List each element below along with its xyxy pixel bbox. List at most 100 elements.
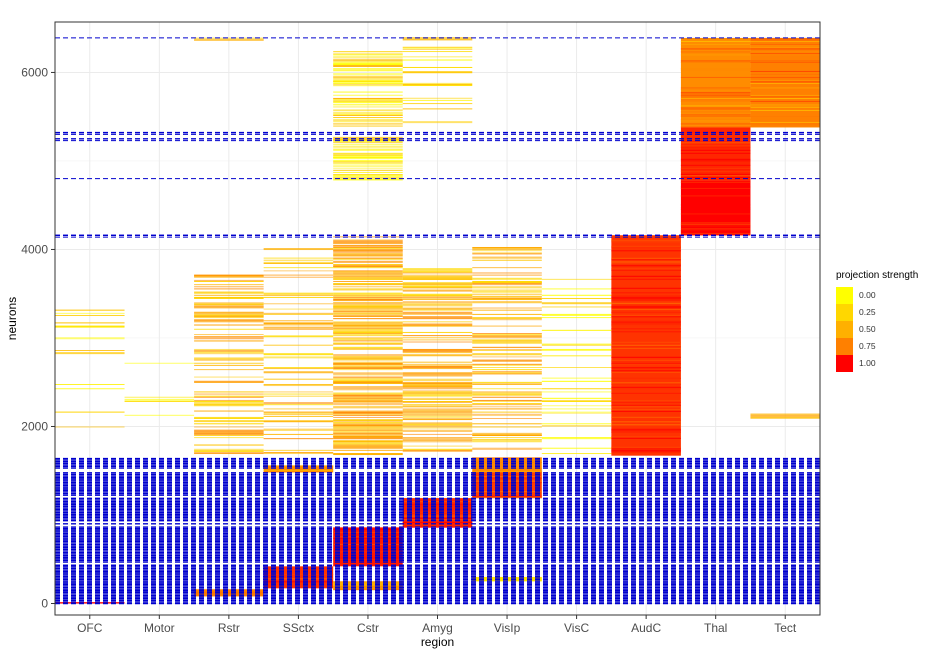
heatmap-stripe bbox=[750, 94, 820, 96]
heatmap-line bbox=[402, 108, 473, 110]
heatmap-line bbox=[541, 412, 612, 414]
heatmap-line bbox=[263, 326, 334, 329]
heatmap-stripe bbox=[680, 108, 751, 110]
heatmap-line bbox=[541, 297, 612, 299]
heatmap-line bbox=[402, 373, 473, 375]
legend-label: 0.00 bbox=[859, 290, 876, 300]
heatmap-line bbox=[333, 114, 403, 116]
heatmap-line bbox=[194, 400, 264, 402]
heatmap-line bbox=[541, 397, 612, 399]
x-tick-label: Amyg bbox=[422, 621, 453, 635]
heatmap-line bbox=[333, 411, 403, 414]
heatmap-line bbox=[333, 73, 403, 75]
heatmap-line bbox=[263, 313, 334, 315]
heatmap-line bbox=[333, 423, 403, 425]
heatmap-line bbox=[194, 364, 264, 366]
heatmap-line bbox=[402, 269, 473, 271]
heatmap-line bbox=[263, 413, 334, 415]
heatmap-line bbox=[472, 423, 542, 425]
heatmap-line bbox=[333, 76, 403, 78]
heatmap-stripe bbox=[680, 167, 751, 169]
heatmap-stripe bbox=[611, 296, 681, 298]
heatmap-line bbox=[333, 389, 403, 391]
heatmap-line bbox=[333, 94, 403, 96]
heatmap-stripe bbox=[680, 54, 751, 56]
heatmap-stripe bbox=[680, 228, 751, 230]
x-tick-label: VisIp bbox=[494, 621, 521, 635]
heatmap-line bbox=[472, 313, 542, 315]
heatmap-line bbox=[194, 284, 264, 286]
heatmap-line bbox=[333, 410, 403, 412]
heatmap-stripe bbox=[611, 431, 681, 433]
heatmap-line bbox=[333, 271, 403, 273]
heatmap-line bbox=[402, 405, 473, 408]
heatmap-line bbox=[194, 450, 264, 452]
legend-label: 0.75 bbox=[859, 341, 876, 351]
heatmap-stripe bbox=[402, 522, 473, 524]
heatmap-line bbox=[333, 311, 403, 313]
heatmap-line bbox=[194, 348, 264, 350]
heatmap-line bbox=[333, 252, 403, 254]
heatmap-line bbox=[402, 271, 473, 273]
heatmap-line bbox=[263, 353, 334, 356]
heatmap-line bbox=[55, 312, 125, 314]
heatmap-stripe bbox=[680, 232, 751, 234]
heatmap-stripe bbox=[680, 48, 751, 50]
heatmap-line bbox=[333, 335, 403, 337]
heatmap-line bbox=[472, 307, 542, 309]
heatmap-stripe bbox=[680, 93, 751, 95]
heatmap-line bbox=[333, 284, 403, 286]
heatmap-stripe bbox=[680, 123, 751, 125]
heatmap-line bbox=[402, 404, 473, 406]
x-tick-label: VisC bbox=[564, 621, 589, 635]
heatmap-line bbox=[333, 355, 403, 357]
heatmap-line bbox=[402, 363, 473, 366]
heatmap-line bbox=[333, 58, 403, 60]
heatmap-stripe bbox=[402, 501, 473, 503]
heatmap-line bbox=[333, 251, 403, 253]
heatmap-line bbox=[333, 65, 403, 68]
heatmap-line bbox=[333, 177, 403, 179]
heatmap-line bbox=[333, 123, 403, 125]
heatmap-stripe bbox=[611, 449, 681, 451]
heatmap-line bbox=[263, 270, 334, 272]
heatmap-line bbox=[333, 376, 403, 378]
heatmap-stripe bbox=[680, 222, 751, 224]
heatmap-stripe bbox=[680, 207, 751, 209]
heatmap-line bbox=[333, 426, 403, 428]
heatmap-line bbox=[333, 68, 403, 70]
heatmap-line bbox=[333, 337, 403, 339]
heatmap-line bbox=[402, 307, 473, 310]
heatmap-line bbox=[472, 246, 542, 248]
heatmap-line bbox=[333, 167, 403, 169]
heatmap-stripe bbox=[750, 45, 820, 47]
heatmap-stripe bbox=[680, 146, 751, 148]
heatmap-line bbox=[194, 302, 264, 304]
heatmap-line bbox=[333, 160, 403, 162]
heatmap-line bbox=[402, 410, 473, 412]
heatmap-line bbox=[263, 451, 334, 453]
heatmap-line bbox=[541, 377, 612, 379]
heatmap-line bbox=[402, 391, 473, 393]
heatmap-stripe bbox=[680, 87, 751, 89]
heatmap-line bbox=[472, 426, 542, 428]
heatmap-line bbox=[333, 347, 403, 350]
heatmap-line bbox=[333, 302, 403, 304]
heatmap-line bbox=[333, 120, 403, 122]
legend-label: 1.00 bbox=[859, 358, 876, 368]
heatmap-line bbox=[333, 343, 403, 345]
heatmap-line bbox=[541, 348, 612, 350]
heatmap-line bbox=[194, 352, 264, 354]
heatmap-line bbox=[402, 394, 473, 397]
heatmap-line bbox=[124, 396, 195, 398]
heatmap-line bbox=[263, 322, 334, 325]
heatmap-stripe bbox=[611, 386, 681, 388]
heatmap-line bbox=[402, 393, 473, 395]
heatmap-line bbox=[333, 174, 403, 176]
heatmap-line bbox=[333, 407, 403, 409]
heatmap-stripe bbox=[680, 223, 751, 225]
heatmap-line bbox=[194, 362, 264, 364]
heatmap-line bbox=[402, 424, 473, 426]
heatmap-line bbox=[333, 60, 403, 62]
heatmap-line bbox=[333, 153, 403, 155]
